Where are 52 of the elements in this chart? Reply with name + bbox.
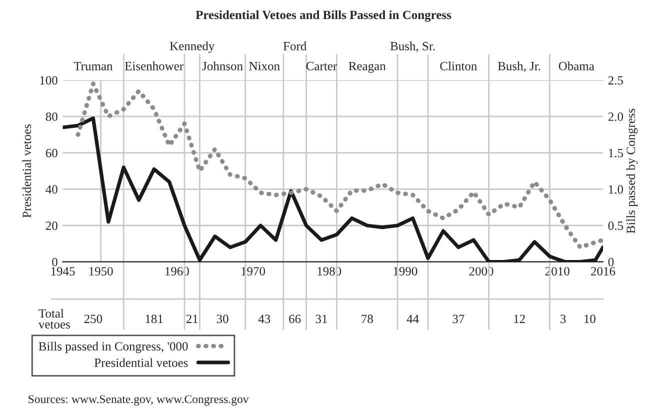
text: 66 <box>289 314 301 324</box>
text: 37 <box>452 314 464 324</box>
y-tick-label: 80 <box>46 112 58 121</box>
text: Nixon <box>249 62 280 70</box>
y2-tick-label: 1.5 <box>608 148 623 158</box>
text: 21 <box>186 314 198 323</box>
y2-tick-label: 0 <box>608 258 614 266</box>
text: 10 <box>584 314 596 324</box>
y-tick-label: 60 <box>46 148 58 158</box>
line-series <box>62 116 604 262</box>
source-note: Sources: www.Senate.gov, www.Congress.gov <box>28 395 249 406</box>
text: Total vetoes <box>38 308 70 329</box>
text: Clinton <box>440 62 477 70</box>
text: 44 <box>406 314 419 323</box>
x-tick-label: 1945 <box>51 267 75 276</box>
y2-tick-label: 2.0 <box>608 112 624 121</box>
text: 3 <box>560 314 566 324</box>
text: Obama <box>558 62 594 70</box>
text: 31 <box>316 314 327 324</box>
y-tick-label: 20 <box>46 222 58 230</box>
text: Ford <box>283 42 306 50</box>
text: Truman <box>74 62 113 70</box>
y2-tick-label: 0.5 <box>608 222 623 230</box>
y-tick-label: 40 <box>46 185 58 194</box>
x-tick-label: 1950 <box>89 267 113 276</box>
y-axis-title: Presidential vetoes <box>22 124 32 218</box>
y2-tick-label: 2.5 <box>608 76 623 85</box>
y2-tick-label: 1.0 <box>608 185 624 194</box>
legend-label: Bills passed in Congress, '000 <box>38 342 188 354</box>
text: 181 <box>146 314 163 324</box>
text: 250 <box>84 314 102 324</box>
text: Kennedy <box>170 41 215 53</box>
chart-title: Presidential Vetoes and Bills Passed in Congress <box>196 10 452 22</box>
x-tick-label: 2010 <box>545 267 570 276</box>
text: Johnson <box>202 62 243 70</box>
x-tick-label: 1970 <box>242 267 266 276</box>
text: Bush, Jr. <box>498 62 540 72</box>
text: 12 <box>514 314 525 323</box>
legend-label: Presidential vetoes <box>94 358 188 367</box>
text: 30 <box>216 314 228 324</box>
x-tick-label: 1990 <box>394 267 418 276</box>
y2-axis-title: Bills passed by Congress <box>626 108 638 234</box>
x-tick-label: 2016 <box>591 267 616 276</box>
text: 43 <box>258 314 270 324</box>
text: Reagan <box>348 62 386 73</box>
text: Eisenhower <box>124 62 184 70</box>
text: Carter <box>306 62 337 70</box>
line-series <box>76 82 604 250</box>
y-tick-label: 0 <box>52 258 58 266</box>
text: 78 <box>362 314 373 324</box>
text: Bush, Sr. <box>390 42 435 52</box>
y-tick-label: 100 <box>40 76 58 85</box>
